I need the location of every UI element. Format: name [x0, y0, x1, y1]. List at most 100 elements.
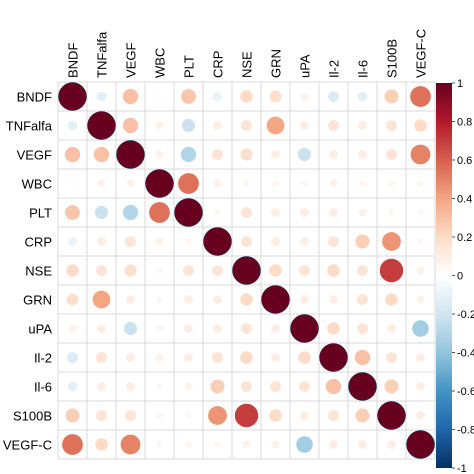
correlation-circle-Il-2-VEGF [126, 353, 135, 362]
correlation-circle-CRP-GRN [271, 237, 280, 246]
correlation-circle-S100B-CRP [208, 406, 227, 425]
correlation-circle-PLT-VEGF-C [417, 209, 424, 216]
correlation-circle-Il-6-Il-2 [325, 378, 342, 395]
correlation-circle-BNDF-Il-6 [357, 91, 368, 102]
row-label: GRN [23, 293, 52, 308]
row-label: BNDF [17, 90, 52, 105]
correlation-circle-NSE-GRN [269, 264, 282, 277]
correlation-circle-GRN-NSE [240, 293, 253, 306]
correlation-circle-Il-2-GRN [271, 353, 280, 362]
row-label: S100B [13, 409, 52, 424]
correlation-circle-CRP-NSE [241, 236, 252, 247]
correlation-circle-GRN-Il-6 [357, 294, 368, 305]
correlation-circle-Il-6-Il-6 [348, 372, 377, 401]
row-label: CRP [25, 235, 52, 250]
correlation-circle-TNFalfa-TNFalfa [87, 111, 116, 140]
correlation-circle-WBC-VEGF-C [417, 180, 424, 187]
correlation-circle-VEGF-PLT [180, 146, 197, 163]
correlation-circle-NSE-uPA [299, 265, 310, 276]
column-label: S100B [385, 39, 400, 78]
correlation-circle-GRN-TNFalfa [92, 290, 111, 309]
correlation-circle-S100B-NSE [234, 403, 259, 428]
correlation-circle-WBC-WBC [145, 169, 174, 198]
correlation-circle-VEGF-Il-2 [329, 150, 338, 159]
correlation-circle-VEGF-uPA [297, 147, 312, 162]
colorbar-tick-label: -1 [457, 463, 467, 474]
correlation-circle-GRN-Il-2 [329, 295, 338, 304]
correlation-circle-Il-6-NSE [241, 381, 252, 392]
correlation-circle-TNFalfa-NSE [241, 120, 252, 131]
correlation-circle-BNDF-GRN [269, 90, 282, 103]
row-label: NSE [25, 264, 52, 279]
correlation-circle-PLT-uPA [300, 208, 309, 217]
correlation-circle-S100B-BNDF [65, 408, 80, 423]
correlation-circle-Il-2-BNDF [67, 352, 78, 363]
correlation-circle-TNFalfa-VEGF-C [414, 119, 427, 132]
correlation-circle-CRP-Il-2 [328, 236, 339, 247]
correlation-circle-BNDF-VEGF-C [410, 86, 431, 107]
correlation-circle-Il-6-S100B [384, 379, 399, 394]
correlation-circle-uPA-VEGF [123, 321, 138, 336]
row-label: Il-6 [34, 380, 52, 395]
correlation-circle-TNFalfa-GRN [266, 116, 285, 135]
correlation-circle-uPA-NSE [241, 323, 252, 334]
correlation-circle-NSE-PLT [183, 265, 194, 276]
correlation-circle-S100B-WBC [156, 412, 163, 419]
correlation-circle-Il-6-TNFalfa [97, 382, 106, 391]
correlation-circle-NSE-WBC [156, 267, 163, 274]
correlation-circle-GRN-CRP [213, 295, 222, 304]
correlation-circle-Il-2-Il-2 [319, 343, 348, 372]
column-label: TNFalfa [95, 31, 110, 78]
correlation-circle-VEGF-TNFalfa [93, 146, 110, 163]
correlation-circle-NSE-Il-2 [327, 264, 340, 277]
row-label: VEGF-C [3, 438, 52, 453]
correlation-circle-uPA-S100B [387, 324, 396, 333]
correlation-circle-WBC-BNDF [70, 181, 75, 186]
correlation-circle-PLT-BNDF [65, 205, 80, 220]
correlation-circle-uPA-Il-2 [327, 322, 340, 335]
correlation-circle-VEGF-C-Il-6 [358, 440, 367, 449]
correlation-circle-S100B-TNFalfa [96, 410, 107, 421]
correlation-circle-uPA-CRP [213, 324, 222, 333]
correlation-circle-CRP-S100B [382, 232, 401, 251]
correlation-circle-Il-6-BNDF [67, 381, 78, 392]
correlation-circle-Il-6-PLT [184, 382, 193, 391]
correlation-circle-Il-6-VEGF-C [416, 382, 425, 391]
correlation-circle-GRN-S100B [385, 293, 398, 306]
correlation-circle-uPA-GRN [271, 324, 280, 333]
correlation-circle-PLT-NSE [241, 207, 252, 218]
correlation-circle-TNFalfa-S100B [386, 120, 397, 131]
column-label: VEGF [124, 43, 139, 78]
correlation-circle-TNFalfa-CRP [213, 121, 222, 130]
correlation-circle-CRP-TNFalfa [97, 237, 106, 246]
correlation-circle-NSE-Il-6 [357, 265, 368, 276]
correlation-circle-uPA-TNFalfa [97, 324, 106, 333]
row-label: WBC [22, 177, 52, 192]
correlation-circle-NSE-S100B [379, 258, 404, 283]
correlation-circle-Il-6-WBC [156, 383, 163, 390]
correlation-circle-S100B-uPA [300, 411, 309, 420]
correlation-circle-NSE-VEGF [124, 264, 137, 277]
correlation-circle-VEGF-WBC [155, 150, 164, 159]
correlation-circle-BNDF-PLT [181, 89, 196, 104]
correlation-circle-VEGF-Il-6 [358, 150, 367, 159]
correlation-circle-PLT-WBC [149, 202, 170, 223]
correlation-circle-CRP-uPA [300, 237, 309, 246]
colorbar-tick-label: 0.8 [457, 117, 472, 129]
correlation-circle-TNFalfa-BNDF [67, 120, 78, 131]
row-label: PLT [29, 206, 52, 221]
correlation-circle-S100B-GRN [269, 409, 282, 422]
correlation-circle-Il-6-CRP [210, 379, 225, 394]
correlation-circle-Il-2-S100B [386, 352, 397, 363]
color-legend: 1 0.8 0.6 0.4 0.2 0 -0.2 -0.4 -0.6 -0.8 -1 [436, 78, 474, 474]
correlation-circle-TNFalfa-WBC [155, 121, 164, 130]
correlation-circle-PLT-PLT [174, 198, 203, 227]
correlation-circle-BNDF-CRP [213, 92, 222, 101]
correlation-circle-WBC-Il-2 [329, 179, 338, 188]
colorbar-tick-label: -0.8 [457, 425, 474, 437]
correlation-circle-Il-2-NSE [240, 351, 253, 364]
correlation-circle-GRN-PLT [184, 295, 193, 304]
correlation-circle-BNDF-NSE [240, 90, 253, 103]
column-label: GRN [269, 49, 284, 78]
correlation-circle-VEGF-C-S100B [387, 440, 396, 449]
